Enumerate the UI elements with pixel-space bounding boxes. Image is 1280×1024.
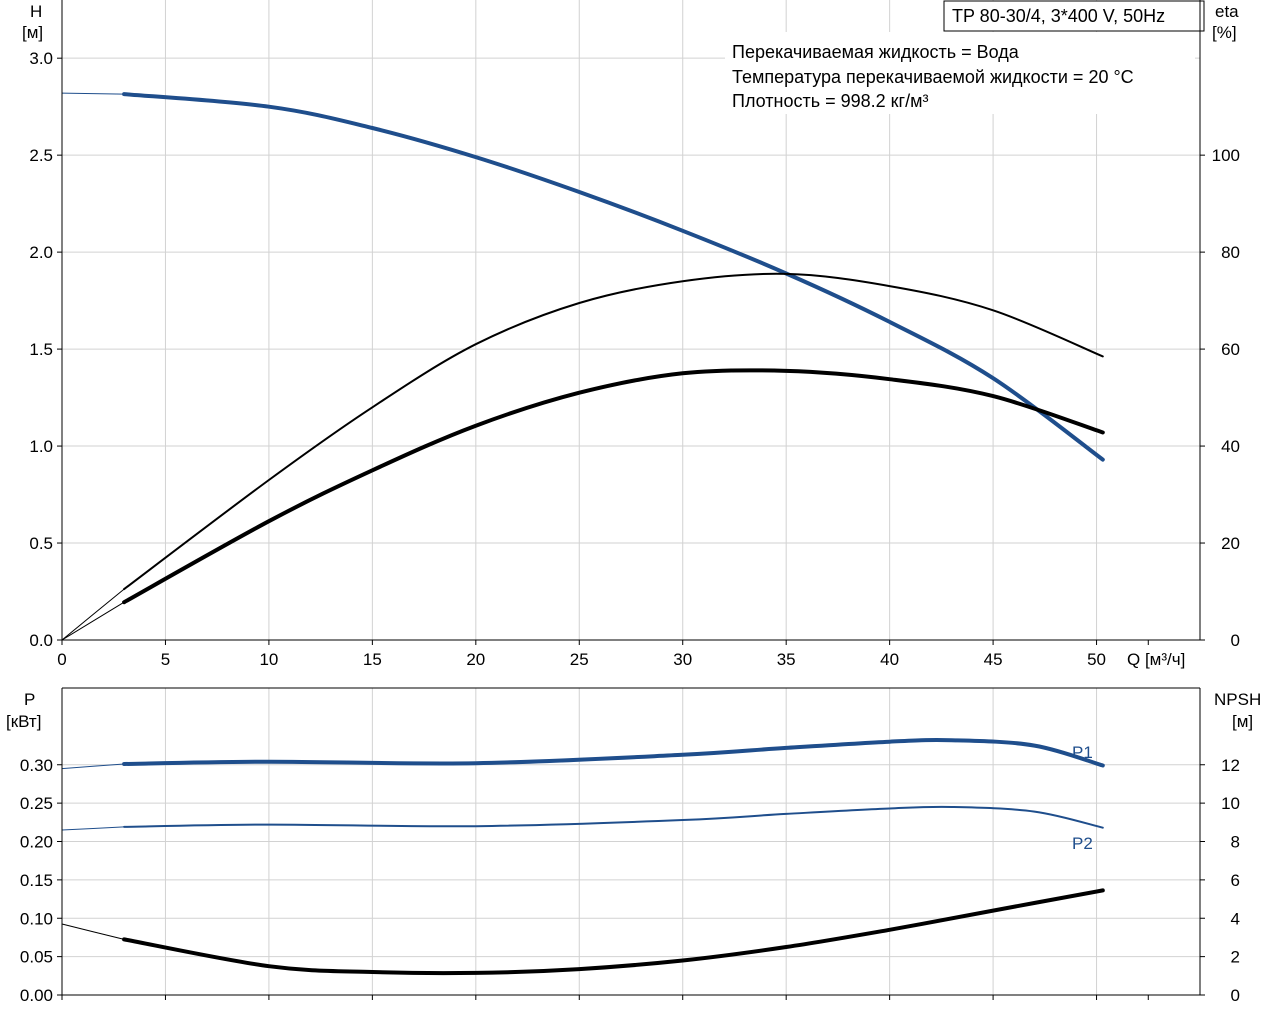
power-npsh-curves xyxy=(61,737,1105,976)
power-curve-2 xyxy=(122,888,1105,976)
power-left-tick-label: 0.30 xyxy=(20,756,53,775)
power-curve-0 xyxy=(122,737,1105,768)
power-left-tick-label: 0.05 xyxy=(20,948,53,967)
head-axis-label: H xyxy=(30,2,42,21)
flow-tick-label: 15 xyxy=(363,650,382,669)
power-right-tick-label: 0 xyxy=(1231,986,1240,1005)
fluid-info-line: Перекачиваемая жидкость = Вода xyxy=(732,42,1020,62)
flow-tick-label: 5 xyxy=(161,650,170,669)
power-right-tick-label: 12 xyxy=(1221,756,1240,775)
power-right-tick-label: 4 xyxy=(1231,909,1240,928)
fluid-info-line: Температура перекачиваемой жидкости = 20… xyxy=(732,67,1134,87)
head-curve-2 xyxy=(122,368,1105,605)
head-right-tick-label: 0 xyxy=(1231,631,1240,650)
head-left-tick-label: 1.0 xyxy=(29,437,53,456)
flow-tick-label: 25 xyxy=(570,650,589,669)
power-right-tick-label: 8 xyxy=(1231,833,1240,852)
flow-tick-label: 20 xyxy=(466,650,485,669)
power-axis-ticks: 0.00 0.05 0.10 0.15 0.20 0.25 0.30 0 2 4 6 8 10 12 xyxy=(20,756,1240,1005)
head-curve-0 xyxy=(122,92,1105,462)
power-axis-label: P xyxy=(24,690,35,709)
power-curve-extension xyxy=(61,826,125,831)
p2-series-label: P2 xyxy=(1072,834,1093,853)
efficiency-axis-label: eta xyxy=(1215,2,1239,21)
head-left-tick-label: 2.5 xyxy=(29,146,53,165)
power-right-tick-label: 2 xyxy=(1231,948,1240,967)
power-axis-unit: [кВт] xyxy=(6,712,41,731)
power-left-tick-label: 0.10 xyxy=(20,909,53,928)
power-curve-extension xyxy=(61,923,125,940)
head-curve-1 xyxy=(123,272,1104,591)
flow-tick-label: 40 xyxy=(880,650,899,669)
head-left-tick-label: 0.5 xyxy=(29,534,53,553)
power-left-tick-label: 0.15 xyxy=(20,871,53,890)
flow-tick-label: 35 xyxy=(777,650,796,669)
head-right-tick-label: 20 xyxy=(1221,534,1240,553)
pump-title: TP 80-30/4, 3*400 V, 50Hz xyxy=(952,6,1165,26)
power-left-tick-label: 0.25 xyxy=(20,794,53,813)
fluid-info-line: Плотность = 998.2 кг/м³ xyxy=(732,91,928,111)
power-curve-extension xyxy=(61,763,125,770)
head-right-tick-label: 60 xyxy=(1221,340,1240,359)
flow-tick-label: 0 xyxy=(57,650,66,669)
npsh-axis-label: NPSH xyxy=(1214,690,1261,709)
flow-tick-label: 45 xyxy=(984,650,1003,669)
power-npsh-chart: 0.00 0.05 0.10 0.15 0.20 0.25 0.30 0 2 4 6 8 10 12 P1… xyxy=(6,687,1261,1005)
power-right-tick-label: 10 xyxy=(1221,794,1240,813)
fluid-info-box xyxy=(725,32,1195,114)
npsh-axis-unit: [м] xyxy=(1232,712,1253,731)
head-left-tick-label: 3.0 xyxy=(29,49,53,68)
power-left-tick-label: 0.00 xyxy=(20,986,53,1005)
p1-series-label: P1 xyxy=(1072,743,1093,762)
head-curve-extension xyxy=(61,601,125,641)
head-left-tick-label: 1.5 xyxy=(29,340,53,359)
flow-tick-label: 30 xyxy=(673,650,692,669)
head-axis-ticks: 0 5 10 15 20 25 30 35 40 45 50 0.0 0.5 1.0 1.5 2.0 2.5 3.… xyxy=(29,49,1240,669)
flow-tick-label: 10 xyxy=(259,650,278,669)
head-efficiency-chart: Перекачиваемая жидкость = Вода Температу… xyxy=(22,0,1240,669)
power-left-tick-label: 0.20 xyxy=(20,833,53,852)
head-horizontal-gridlines xyxy=(62,57,1200,544)
power-horizontal-gridlines xyxy=(62,764,1200,958)
head-curve-extension xyxy=(61,588,125,641)
efficiency-axis-unit: [%] xyxy=(1212,23,1237,42)
flow-axis-label: Q [м³/ч] xyxy=(1127,650,1185,669)
head-left-tick-label: 2.0 xyxy=(29,243,53,262)
head-efficiency-curves xyxy=(61,92,1105,641)
head-right-tick-label: 40 xyxy=(1221,437,1240,456)
head-left-tick-label: 0.0 xyxy=(29,631,53,650)
flow-tick-label: 50 xyxy=(1087,650,1106,669)
pump-title-box xyxy=(943,0,1205,32)
head-curve-extension xyxy=(61,92,125,95)
power-right-tick-label: 6 xyxy=(1231,871,1240,890)
head-right-tick-label: 80 xyxy=(1221,243,1240,262)
power-curve-1 xyxy=(123,805,1104,829)
head-right-tick-label: 100 xyxy=(1212,146,1240,165)
head-axis-unit: [м] xyxy=(22,23,43,42)
